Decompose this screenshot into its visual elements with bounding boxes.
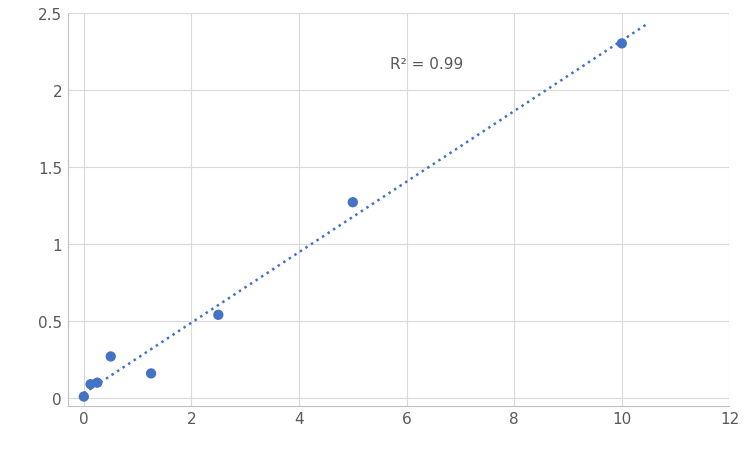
- Point: [77, 393, 89, 400]
- Point: [616, 41, 628, 48]
- Point: [145, 370, 157, 377]
- Point: [91, 379, 103, 387]
- Point: [212, 312, 224, 319]
- Point: [347, 199, 359, 207]
- Point: [84, 381, 96, 388]
- Point: [105, 353, 117, 360]
- Text: R² = 0.99: R² = 0.99: [390, 57, 464, 72]
